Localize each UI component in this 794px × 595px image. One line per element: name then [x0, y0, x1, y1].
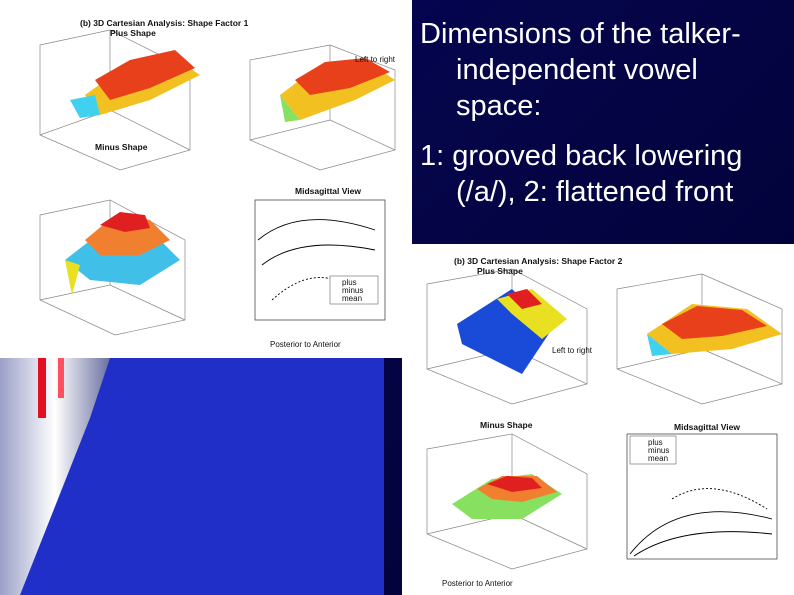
figure1-legend-minus: minus	[342, 286, 364, 295]
slide-heading-2: 1: grooved back lowering (/a/), 2: flatt…	[420, 140, 743, 208]
figure2-plots	[426, 268, 783, 570]
figure1-legend-plus: plus	[342, 278, 357, 287]
figure2-title: (b) 3D Cartesian Analysis: Shape Factor …	[454, 256, 623, 266]
figure2-legend-plus: plus	[648, 438, 663, 447]
decorative-blade-graphic	[0, 358, 110, 595]
figure-shape-factor-1: (b) 3D Cartesian Analysis: Shape Factor …	[0, 0, 412, 358]
figure1-axis-left: Left to right	[355, 55, 396, 64]
figure-shape-factor-2: (b) 3D Cartesian Analysis: Shape Factor …	[402, 244, 794, 595]
figure1-axis-posterior: Posterior to Anterior	[270, 340, 341, 349]
slide-heading-1: Dimensions of the talker-independent vow…	[420, 18, 741, 122]
figure2-minus-label: Minus Shape	[480, 420, 533, 430]
figure1-plots	[39, 29, 396, 336]
figure2-axis-left: Left to right	[552, 346, 593, 355]
figure2-midsagittal-title: Midsagittal View	[674, 422, 740, 432]
figure1-minus-label: Minus Shape	[95, 142, 148, 152]
figure2-legend-minus: minus	[648, 446, 670, 455]
figure1-midsagittal-title: Midsagittal View	[295, 186, 361, 196]
figure2-plus-label: Plus Shape	[477, 266, 523, 276]
figure1-legend-mean: mean	[342, 294, 363, 303]
figure2-legend-mean: mean	[648, 454, 669, 463]
slide-title-block: Dimensions of the talker-independent vow…	[420, 16, 790, 224]
figure2-axis-posterior: Posterior to Anterior	[442, 579, 513, 588]
figure1-plus-label: Plus Shape	[110, 28, 156, 38]
figure1-title: (b) 3D Cartesian Analysis: Shape Factor …	[80, 18, 249, 28]
